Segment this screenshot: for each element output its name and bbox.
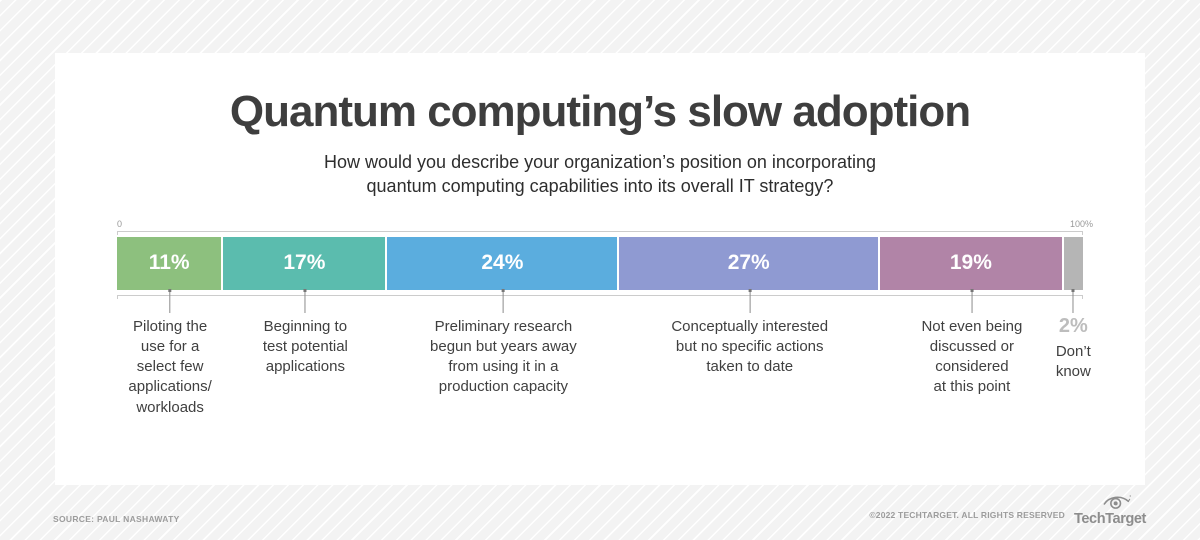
callout-label: Preliminary research begun but years awa… (430, 317, 577, 396)
bar-segment-piloting: 11% (117, 236, 224, 290)
callout-dont-know: 2% Don’t know (1055, 288, 1091, 383)
callout-label: Conceptually interested but no specific … (671, 317, 829, 376)
axis-labels: 0 100% (117, 218, 1093, 229)
stacked-bar: 11% 17% 24% 27% 19% (117, 236, 1083, 290)
page-title: Quantum computing’s slow adoption (229, 87, 971, 136)
segment-callouts: Piloting the use for a select few applic… (117, 288, 1091, 426)
segment-value-label: 17% (283, 251, 326, 275)
chart-question: How would you describe your organization… (324, 152, 876, 197)
bar-segment-not-discussed: 19% (880, 236, 1064, 290)
callout-label: Not even being discussed or considered a… (921, 317, 1023, 396)
callout-preliminary: Preliminary research begun but years awa… (430, 288, 577, 398)
source-credit: SOURCE: PAUL NASHAWATY (53, 514, 180, 524)
bar-segment-dont-know (1063, 236, 1083, 290)
segment-value-label: 27% (727, 251, 770, 275)
chart-card: Quantum computing’s slow adoption How wo… (55, 53, 1145, 485)
segment-value-label: 19% (949, 251, 992, 275)
callout-label: Beginning to test potential applications (262, 317, 348, 376)
eye-icon (1103, 495, 1131, 509)
callout-label: Don’t know (1055, 342, 1091, 380)
copyright-text: ©2022 TECHTARGET. ALL RIGHTS RESERVED (869, 510, 1065, 520)
techtarget-logo: TechTarget (1074, 494, 1146, 527)
callout-value-label: 2% (1058, 314, 1088, 337)
callout-beginning: Beginning to test potential applications (262, 288, 348, 378)
axis-line-bottom (117, 294, 1083, 299)
leader-line (168, 288, 172, 313)
leader-line (748, 288, 752, 313)
leader-line (303, 288, 307, 313)
footer-right: ©2022 TECHTARGET. ALL RIGHTS RESERVED Te… (869, 494, 1146, 527)
stacked-bar-chart: 0 100% 11% 17% 24% 27% 19% (117, 218, 1093, 426)
segment-value-label: 24% (481, 251, 524, 275)
leader-line (501, 288, 505, 313)
segment-value-label: 11% (148, 251, 190, 275)
leader-line (970, 288, 974, 313)
bar-segment-conceptual: 27% (619, 236, 881, 290)
callout-not-discussed: Not even being discussed or considered a… (921, 288, 1023, 398)
bar-segment-beginning: 17% (223, 236, 388, 290)
callout-label: Piloting the use for a select few applic… (128, 317, 212, 416)
logo-wordmark: TechTarget (1073, 511, 1146, 527)
callout-conceptual: Conceptually interested but no specific … (671, 288, 829, 378)
bar-segment-preliminary: 24% (387, 236, 620, 290)
callout-piloting: Piloting the use for a select few applic… (128, 288, 212, 418)
leader-line (1071, 288, 1075, 313)
axis-label-end: 100% (1069, 218, 1093, 229)
axis-line-top (117, 230, 1083, 235)
axis-label-start: 0 (117, 218, 123, 229)
